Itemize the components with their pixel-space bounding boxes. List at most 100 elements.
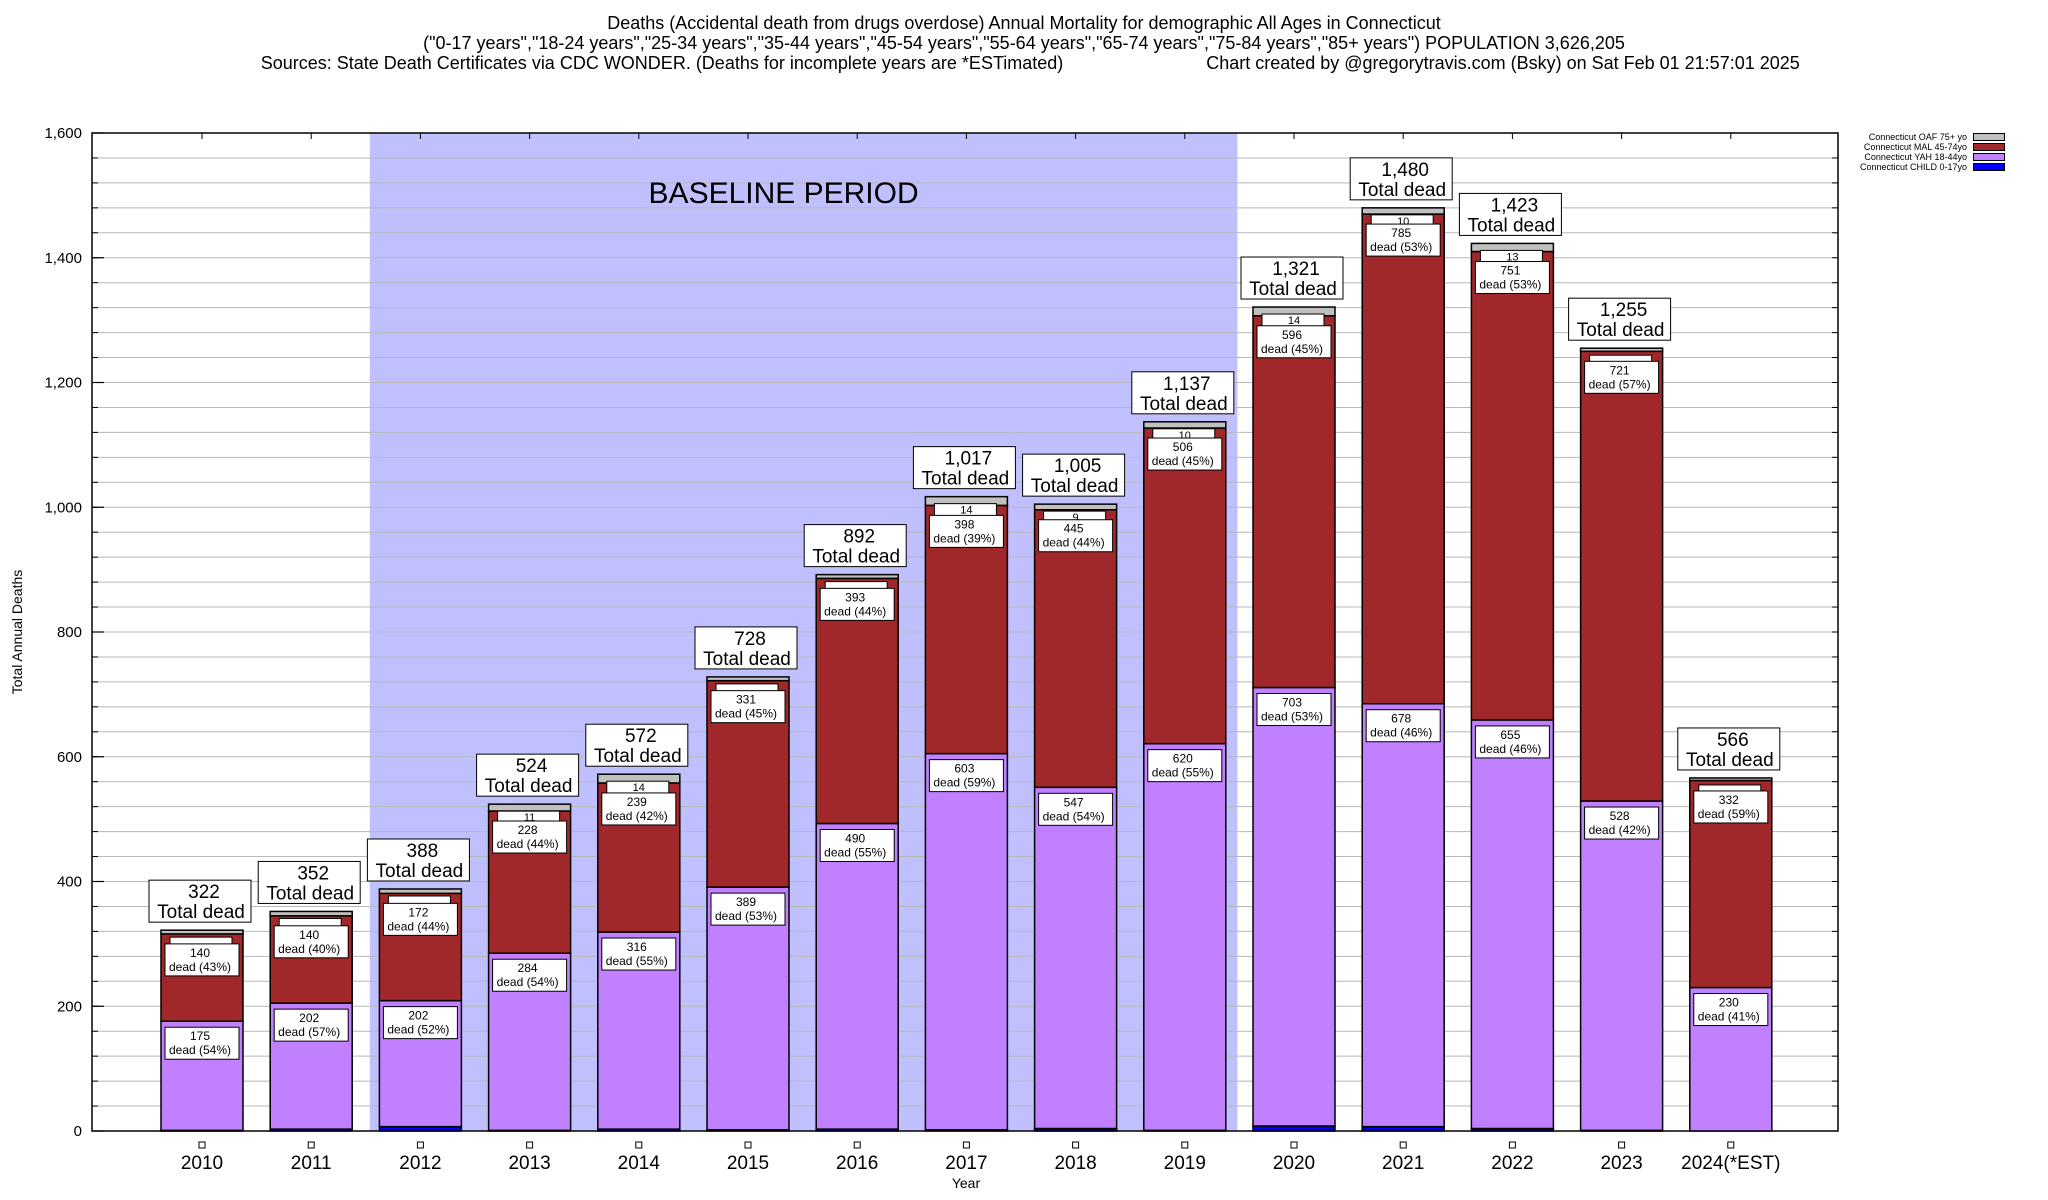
- total-label-box: [803, 524, 907, 568]
- yah-label-count: 620: [1173, 752, 1193, 766]
- bar-segment-yah: [1470, 719, 1555, 1130]
- mal-label-box: [928, 514, 1004, 548]
- yah-label-count: 703: [1282, 696, 1302, 710]
- legend-item: Connecticut CHILD 0-17yo: [1860, 162, 2006, 172]
- y-tick-label: 200: [57, 998, 82, 1015]
- total-label-box: [1458, 192, 1562, 236]
- bar-segment-oaf: [378, 888, 463, 895]
- total-label-count: 1,005: [1054, 456, 1102, 477]
- yah-label-box: [819, 828, 895, 862]
- legend-label: Connecticut OAF 75+ yo: [1868, 132, 1968, 142]
- mal-label-pct: dead (44%): [497, 837, 559, 851]
- yah-label-box: [1584, 806, 1660, 840]
- yah-label-box: [601, 937, 677, 971]
- mal-label-pct: dead (44%): [387, 919, 449, 933]
- x-marker: [853, 1141, 861, 1149]
- yah-label-count: 202: [408, 1009, 428, 1023]
- total-label-box: [585, 723, 689, 767]
- x-marker: [744, 1141, 752, 1149]
- bar-segment-yah: [924, 752, 1009, 1131]
- legend-swatch: [1973, 163, 2006, 171]
- mal-label-box: [601, 792, 677, 826]
- total-label-count: 1,255: [1600, 300, 1648, 321]
- x-tick-label: 2015: [727, 1153, 769, 1174]
- x-marker: [635, 1141, 643, 1149]
- legend: Connecticut OAF 75+ yo Connecticut MAL 45…: [1860, 132, 2006, 172]
- yah-label-count: 202: [299, 1011, 319, 1025]
- bar-segment-yah: [1579, 800, 1664, 1132]
- chart-title: Deaths (Accidental death from drugs over…: [607, 13, 1441, 33]
- total-label-box: [476, 753, 580, 797]
- mal-label-count: 331: [736, 693, 756, 707]
- total-label-box: [257, 860, 361, 904]
- mal-label-count: 785: [1391, 226, 1411, 240]
- mal-label-box: [1038, 519, 1114, 553]
- bar-segment-oaf: [1689, 777, 1773, 782]
- x-marker: [1508, 1141, 1516, 1149]
- oaf-label: 13: [1506, 251, 1518, 263]
- x-tick-label: 2010: [181, 1153, 223, 1174]
- yah-label-count: 316: [627, 940, 647, 954]
- yah-label-count: 230: [1719, 996, 1739, 1010]
- mal-label-pct: dead (45%): [1261, 342, 1323, 356]
- mal-label-count: 393: [845, 590, 865, 604]
- total-label-box: [694, 626, 798, 670]
- yah-label-pct: dead (54%): [497, 975, 559, 989]
- legend-item: Connecticut MAL 45-74yo: [1860, 142, 2006, 152]
- yah-label-box: [382, 1006, 458, 1040]
- bar-segment-yah: [1033, 786, 1118, 1130]
- yah-label-pct: dead (52%): [387, 1023, 449, 1037]
- mal-label-count: 751: [1500, 264, 1520, 278]
- bar-segment-oaf: [487, 803, 572, 812]
- total-label-text: Total dead: [1358, 180, 1446, 201]
- mal-label-count: 239: [627, 795, 647, 809]
- mal-label-box: [710, 690, 786, 724]
- yah-label-count: 547: [1064, 795, 1084, 809]
- x-marker: [1618, 1141, 1626, 1149]
- yah-label-pct: dead (53%): [715, 909, 777, 923]
- bar-segment-mal: [1143, 427, 1227, 745]
- x-marker: [198, 1141, 206, 1149]
- legend-item: Connecticut YAH 18-44yo: [1860, 152, 2006, 162]
- total-label-box: [148, 879, 252, 923]
- mal-label-pct: dead (57%): [1589, 377, 1651, 391]
- total-label-text: Total dead: [1031, 476, 1119, 497]
- mal-label-pct: dead (59%): [1698, 807, 1760, 821]
- legend-label: Connecticut YAH 18-44yo: [1864, 152, 1968, 162]
- chart-subtitle: ("0-17 years","18-24 years","25-34 years…: [423, 33, 1625, 53]
- total-label-text: Total dead: [703, 649, 791, 670]
- total-label-count: 322: [188, 882, 220, 903]
- total-label-count: 566: [1717, 730, 1749, 751]
- mal-label-pct: dead (44%): [1043, 536, 1105, 550]
- bar-segment-mal: [1361, 213, 1445, 705]
- bar-segment-yah: [815, 822, 899, 1130]
- mal-label-pct: dead (39%): [933, 531, 995, 545]
- total-label-count: 1,480: [1381, 160, 1429, 181]
- bar-segment-oaf: [160, 929, 244, 935]
- bar-segment-oaf: [1361, 207, 1445, 215]
- mal-label-count: 172: [408, 905, 428, 919]
- total-label-count: 1,137: [1163, 374, 1211, 395]
- bar-segment-yah: [1143, 742, 1227, 1132]
- yah-label-box: [492, 958, 568, 992]
- yah-label-pct: dead (59%): [933, 776, 995, 790]
- y-tick-label: 1,600: [44, 125, 82, 142]
- x-marker: [962, 1141, 970, 1149]
- yah-label-pct: dead (55%): [1152, 766, 1214, 780]
- mal-label-box: [1474, 261, 1550, 295]
- mal-label-count: 332: [1719, 793, 1739, 807]
- x-tick-label: 2022: [1491, 1153, 1533, 1174]
- x-tick-label: 2012: [399, 1153, 441, 1174]
- yah-label-count: 175: [190, 1029, 210, 1043]
- bar-segment-yah: [1361, 702, 1445, 1128]
- x-tick-label: 2019: [1164, 1153, 1206, 1174]
- x-marker: [416, 1141, 424, 1149]
- total-label-box: [912, 446, 1016, 490]
- total-label-count: 1,321: [1272, 259, 1320, 280]
